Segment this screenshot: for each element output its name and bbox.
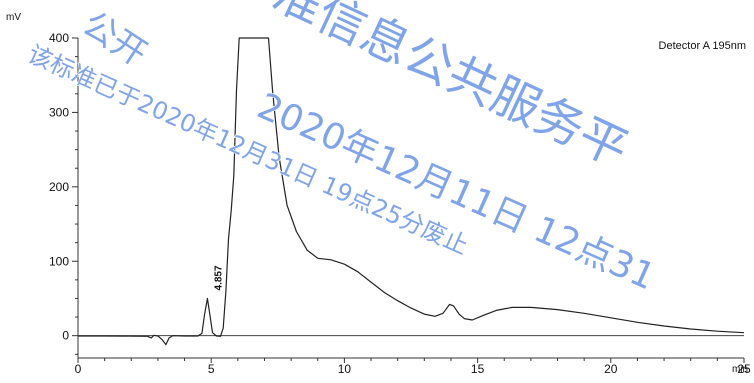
- y-tick-label: 0: [62, 329, 69, 343]
- x-ticks: 0 5 10 15 20 25: [75, 358, 751, 376]
- series-line-1: [78, 37, 745, 346]
- x-axis-label: min: [732, 364, 748, 375]
- y-axis-label: mV: [6, 12, 21, 23]
- peak-label: 4.857: [213, 265, 224, 290]
- y-tick-label: 300: [49, 105, 69, 119]
- x-tick-label: 20: [604, 362, 618, 376]
- legend-label: Detector A 195nm: [659, 40, 746, 52]
- x-tick-label: 15: [471, 362, 485, 376]
- x-tick-label: 0: [75, 362, 82, 376]
- y-tick-label: 400: [49, 31, 69, 45]
- x-tick-label: 10: [338, 362, 352, 376]
- x-tick-label: 25: [737, 362, 751, 376]
- x-tick-label: 5: [208, 362, 215, 376]
- series-layer: [78, 37, 745, 346]
- y-tick-label: 200: [49, 180, 69, 194]
- y-tick-label: 100: [49, 254, 69, 268]
- y-ticks: 0 100 200 300 400: [49, 31, 78, 355]
